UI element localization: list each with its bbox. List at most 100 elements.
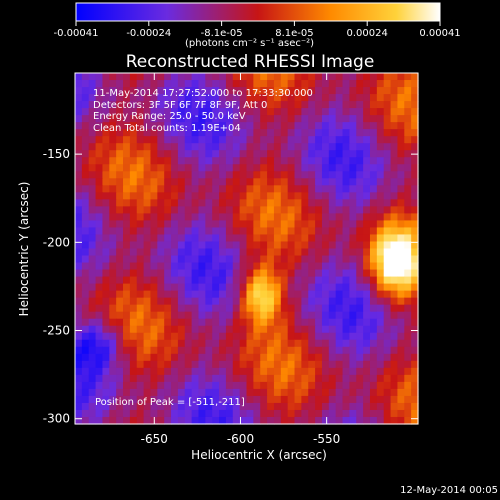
heatmap-cell bbox=[267, 353, 275, 362]
heatmap-cell bbox=[287, 164, 296, 172]
heatmap-cell bbox=[232, 73, 241, 81]
heatmap-cell bbox=[150, 276, 158, 285]
heatmap-cell bbox=[191, 297, 200, 306]
heatmap-cell bbox=[246, 213, 254, 222]
heatmap-cell bbox=[205, 227, 213, 236]
heatmap-cell bbox=[81, 227, 90, 236]
heatmap-cell bbox=[390, 108, 399, 116]
heatmap-cell bbox=[383, 269, 392, 278]
heatmap-cell bbox=[136, 234, 145, 243]
heatmap-cell bbox=[335, 73, 344, 81]
heatmap-cell bbox=[123, 101, 131, 109]
heatmap-cell bbox=[232, 381, 241, 390]
heatmap-cell bbox=[143, 395, 152, 404]
heatmap-cell bbox=[239, 409, 248, 418]
heatmap-cell bbox=[109, 122, 117, 130]
heatmap-cell bbox=[212, 402, 220, 411]
heatmap-cell bbox=[232, 290, 241, 299]
heatmap-cell bbox=[246, 283, 254, 292]
heatmap-cell bbox=[157, 192, 165, 200]
heatmap-cell bbox=[123, 108, 131, 116]
heatmap-cell bbox=[342, 402, 350, 411]
heatmap-cell bbox=[109, 157, 117, 165]
heatmap-cell bbox=[75, 409, 83, 418]
heatmap-cell bbox=[404, 402, 412, 411]
heatmap-cell bbox=[171, 311, 179, 320]
heatmap-cell bbox=[81, 185, 90, 193]
heatmap-cell bbox=[102, 297, 110, 306]
heatmap-cell bbox=[157, 276, 165, 285]
heatmap-cell bbox=[157, 402, 165, 411]
heatmap-cell bbox=[253, 332, 261, 341]
heatmap-cell bbox=[75, 269, 83, 278]
heatmap-cell bbox=[363, 409, 371, 418]
heatmap-cell bbox=[102, 241, 110, 250]
heatmap-cell bbox=[232, 157, 241, 165]
x-tick-label: -650 bbox=[141, 432, 168, 446]
heatmap-cell bbox=[164, 367, 172, 376]
heatmap-cell bbox=[177, 213, 186, 222]
heatmap-cell bbox=[273, 73, 282, 81]
heatmap-cell bbox=[136, 290, 145, 299]
heatmap-cell bbox=[390, 311, 399, 320]
heatmap-cell bbox=[246, 332, 254, 341]
heatmap-cell bbox=[287, 297, 296, 306]
heatmap-cell bbox=[280, 101, 289, 109]
heatmap-cell bbox=[253, 304, 261, 313]
heatmap-cell bbox=[232, 220, 241, 229]
heatmap-cell bbox=[356, 108, 364, 116]
heatmap-cell bbox=[335, 164, 344, 172]
heatmap-cell bbox=[253, 262, 261, 271]
heatmap-cell bbox=[390, 395, 399, 404]
heatmap-cell bbox=[143, 416, 152, 425]
heatmap-cell bbox=[280, 402, 289, 411]
heatmap-cell bbox=[102, 360, 110, 369]
heatmap-cell bbox=[116, 213, 124, 222]
heatmap-cell bbox=[383, 171, 392, 179]
heatmap-cell bbox=[164, 73, 172, 81]
heatmap-cell bbox=[102, 185, 110, 193]
heatmap-cell bbox=[342, 227, 350, 236]
heatmap-cell bbox=[260, 241, 268, 250]
heatmap-cell bbox=[164, 325, 172, 334]
heatmap-cell bbox=[239, 255, 248, 264]
heatmap-cell bbox=[75, 255, 83, 264]
heatmap-cell bbox=[157, 73, 165, 81]
heatmap-cell bbox=[232, 318, 241, 327]
heatmap-cell bbox=[123, 122, 131, 130]
heatmap-cell bbox=[150, 388, 158, 397]
heatmap-cell bbox=[225, 395, 234, 404]
heatmap-cell bbox=[363, 367, 371, 376]
heatmap-cell bbox=[88, 94, 97, 102]
heatmap-cell bbox=[246, 199, 254, 207]
heatmap-cell bbox=[75, 241, 83, 250]
heatmap-cell bbox=[143, 94, 152, 102]
heatmap-cell bbox=[109, 234, 117, 243]
heatmap-cell bbox=[157, 255, 165, 264]
heatmap-cell bbox=[273, 129, 282, 137]
heatmap-cell bbox=[150, 311, 158, 320]
heatmap-cell bbox=[205, 381, 213, 390]
heatmap-cell bbox=[356, 318, 364, 327]
heatmap-cell bbox=[75, 171, 83, 179]
heatmap-cell bbox=[129, 318, 138, 327]
heatmap-cell bbox=[88, 269, 97, 278]
heatmap-cell bbox=[171, 178, 179, 186]
heatmap-cell bbox=[212, 94, 220, 102]
heatmap-cell bbox=[246, 171, 254, 179]
heatmap-cell bbox=[143, 297, 152, 306]
heatmap-cell bbox=[136, 227, 145, 236]
heatmap-cell bbox=[301, 388, 309, 397]
info-line-time: 11-May-2014 17:27:52.000 to 17:33:30.000 bbox=[93, 88, 313, 99]
heatmap-cell bbox=[136, 395, 145, 404]
heatmap-cell bbox=[177, 234, 186, 243]
heatmap-cell bbox=[239, 192, 248, 200]
heatmap-cell bbox=[273, 360, 282, 369]
heatmap-cell bbox=[191, 157, 200, 165]
info-line-detectors: Detectors: 3F 5F 6F 7F 8F 9F, Att 0 bbox=[93, 99, 268, 111]
heatmap-cell bbox=[205, 402, 213, 411]
heatmap-cell bbox=[191, 101, 200, 109]
heatmap-cell bbox=[369, 297, 378, 306]
heatmap-cell bbox=[335, 297, 344, 306]
heatmap-cell bbox=[321, 80, 330, 88]
